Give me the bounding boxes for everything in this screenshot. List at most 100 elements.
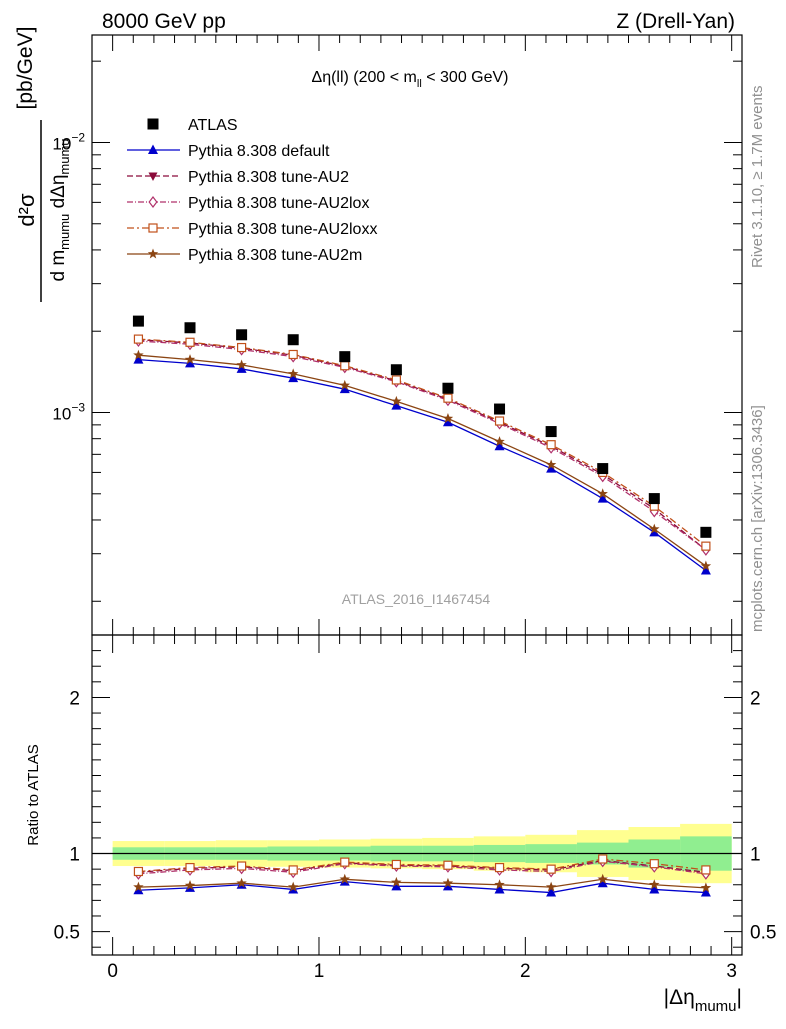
upper-point-atlas [236, 329, 248, 341]
upper-point-atlas [545, 426, 557, 438]
ratio-point-default [649, 883, 660, 894]
ratio-point-au2loxx [133, 866, 144, 877]
xtick-label: 2 [520, 961, 531, 982]
ratio-point-au2loxx [546, 864, 556, 874]
upper-point-default [339, 383, 350, 394]
ratio-point-au2m [494, 879, 505, 890]
ratio-point-default [442, 880, 453, 891]
upper-point-default [700, 564, 711, 575]
upper-point-au2loxx [701, 541, 711, 551]
upper-series-au2 [133, 336, 711, 555]
legend-label-au2loxx: Pythia 8.308 tune-AU2loxx [188, 221, 377, 238]
legend: ATLAS Pythia 8.308 default Pythia 8.308 tu… [127, 117, 377, 264]
ratio-point-au2m [236, 877, 247, 888]
upper-ytick-label: 10−2 [52, 130, 85, 153]
ratio-point-au2loxx [649, 859, 659, 869]
ratio-line-au2m [138, 878, 706, 889]
legend-marker-au2loxx [148, 223, 158, 233]
upper-point-au2loxx [133, 334, 144, 344]
ratio-point-default [133, 884, 144, 895]
ratio-ylabel: Ratio to ATLAS [25, 744, 42, 845]
ratio-series-au2loxx [133, 854, 711, 877]
upper-ytick-base: 10 [52, 134, 71, 153]
legend-label-default: Pythia 8.308 default [188, 143, 330, 160]
ylabel-denominator: d mmumu dΔηmumu [48, 138, 72, 281]
ylabel-den-a: d m [48, 250, 69, 282]
upper-point-au2m [649, 523, 660, 534]
ylabel-unit: [pb/GeV] [14, 27, 37, 110]
upper-series-au2loxx [133, 334, 711, 551]
upper-line-au2 [138, 339, 707, 551]
upper-point-atlas [700, 526, 712, 538]
legend-marker-atlas [147, 118, 159, 130]
ylabel-den-b: dΔη [48, 175, 69, 214]
upper-point-au2m [700, 560, 712, 571]
ratio-point-default [494, 883, 505, 894]
upper-point-au2loxx [443, 393, 453, 403]
ratio-line-au2lox [138, 860, 706, 875]
ratio-point-au2loxx [237, 861, 247, 871]
upper-line-au2loxx [138, 338, 707, 547]
upper-point-atlas [339, 351, 351, 363]
lower-ytick-label-left: 2 [69, 688, 80, 709]
xtick-label: 3 [726, 961, 737, 982]
xlabel-close: | [737, 986, 742, 1009]
ratio-line-au2 [138, 859, 706, 873]
upper-point-au2m [236, 359, 247, 370]
lower-frame [91, 634, 743, 956]
upper-line-default [138, 358, 707, 572]
plot-title-sub: ll [417, 78, 422, 90]
upper-point-default [597, 493, 608, 503]
legend-entry-atlas: ATLAS [147, 117, 238, 134]
upper-point-au2loxx [288, 349, 298, 360]
upper-line-au2lox [138, 340, 707, 551]
upper-point-default [442, 416, 453, 427]
ylabel-numerator: d²σ [14, 193, 39, 227]
legend-entry-au2lox: Pythia 8.308 tune-AU2lox [127, 195, 369, 212]
legend-entry-au2: Pythia 8.308 tune-AU2 [127, 169, 349, 186]
upper-point-default [185, 357, 196, 368]
upper-point-atlas [132, 315, 144, 327]
ratio-line-default [138, 880, 706, 894]
upper-line-au2m [138, 354, 707, 567]
upper-point-au2loxx [391, 375, 401, 385]
upper-point-atlas [287, 334, 299, 346]
upper-point-atlas [184, 322, 196, 334]
legend-entry-au2m: Pythia 8.308 tune-AU2m [127, 247, 362, 264]
ratio-series-au2m [133, 873, 712, 893]
legend-label-atlas: ATLAS [188, 117, 238, 134]
ratio-point-au2m [545, 881, 557, 892]
legend-marker-au2m [147, 248, 159, 259]
legend-marker-default [148, 144, 158, 154]
legend-entry-default: Pythia 8.308 default [127, 143, 330, 160]
ratio-series [133, 854, 712, 897]
legend-label-au2lox: Pythia 8.308 tune-AU2lox [188, 195, 369, 212]
upper-ytick-exponent: −2 [71, 130, 85, 144]
upper-point-atlas [494, 403, 506, 415]
upper-point-au2m [442, 413, 454, 423]
legend-entry-au2loxx: Pythia 8.308 tune-AU2loxx [127, 221, 377, 238]
upper-point-au2loxx [494, 416, 505, 426]
upper-point-au2m [339, 379, 351, 390]
upper-ylabel: d²σ d mmumu dΔηmumu [pb/GeV] [14, 27, 72, 302]
mcplots-label: mcplots.cern.ch [arXiv:1306.3436] [749, 405, 766, 632]
legend-label-au2m: Pythia 8.308 tune-AU2m [188, 247, 362, 264]
ratio-point-au2loxx [494, 862, 505, 873]
upper-point-default [494, 440, 505, 451]
lower-ytick-label-right: 2 [750, 688, 761, 709]
upper-point-au2loxx [185, 337, 195, 347]
upper-point-au2m [391, 395, 402, 406]
upper-point-au2m [494, 436, 505, 447]
ratio-point-au2m [391, 876, 402, 887]
plot-title: Δη(ll) (200 < mll < 300 GeV) [312, 69, 509, 90]
ratio-point-au2m [597, 873, 608, 884]
xlabel-main: |Δη [664, 986, 695, 1009]
upper-point-au2loxx [546, 440, 556, 450]
upper-point-default [288, 372, 299, 383]
analysis-watermark: ATLAS_2016_I1467454 [342, 591, 491, 607]
upper-point-au2m [184, 354, 196, 365]
upper-series-default [133, 354, 711, 575]
ylabel-den-sub2: mumu [57, 138, 72, 174]
